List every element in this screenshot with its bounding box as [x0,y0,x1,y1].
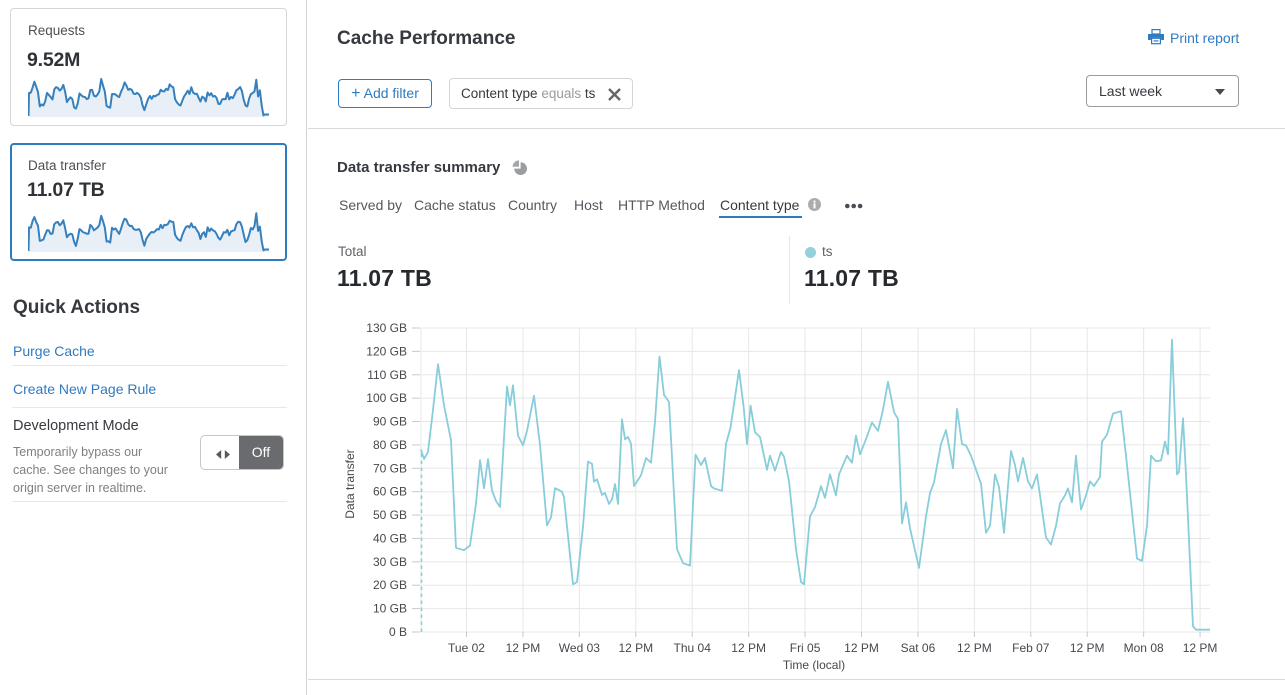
svg-text:12 PM: 12 PM [844,641,879,655]
svg-text:12 PM: 12 PM [957,641,992,655]
svg-text:Sat 06: Sat 06 [901,641,936,655]
svg-text:130 GB: 130 GB [366,321,407,335]
svg-text:30 GB: 30 GB [373,555,407,569]
svg-text:Fri 05: Fri 05 [790,641,821,655]
svg-text:10 GB: 10 GB [373,602,407,616]
svg-text:12 PM: 12 PM [618,641,653,655]
svg-text:80 GB: 80 GB [373,438,407,452]
svg-text:12 PM: 12 PM [1183,641,1218,655]
svg-text:100 GB: 100 GB [366,391,407,405]
svg-text:110 GB: 110 GB [367,368,407,382]
svg-text:120 GB: 120 GB [366,344,407,358]
svg-text:12 PM: 12 PM [506,641,541,655]
svg-text:12 PM: 12 PM [1070,641,1105,655]
svg-text:0 B: 0 B [389,625,407,639]
svg-text:Wed 03: Wed 03 [559,641,600,655]
svg-text:50 GB: 50 GB [373,508,407,522]
svg-text:Thu 04: Thu 04 [674,641,712,655]
svg-text:70 GB: 70 GB [373,461,407,475]
svg-text:12 PM: 12 PM [731,641,766,655]
svg-text:Feb 07: Feb 07 [1012,641,1050,655]
svg-text:60 GB: 60 GB [373,485,407,499]
svg-text:Mon 08: Mon 08 [1124,641,1164,655]
svg-text:Data transfer: Data transfer [343,449,357,518]
svg-text:90 GB: 90 GB [373,415,407,429]
svg-text:Tue 02: Tue 02 [448,641,485,655]
svg-text:40 GB: 40 GB [373,531,407,545]
svg-text:Time (local): Time (local) [783,658,845,672]
svg-text:20 GB: 20 GB [373,578,407,592]
